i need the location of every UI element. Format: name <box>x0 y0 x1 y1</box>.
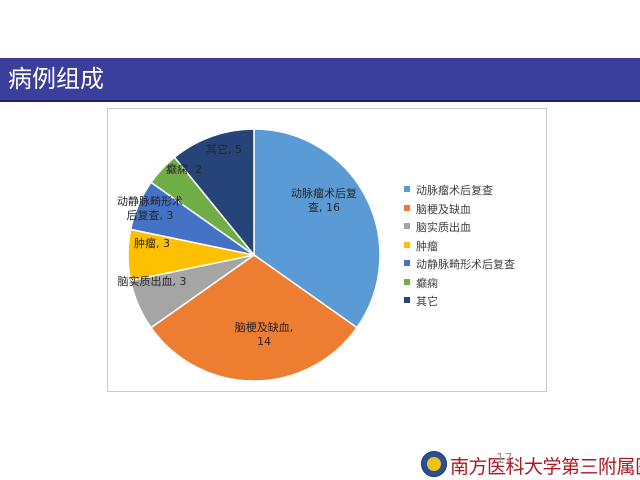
legend-item-tumor: 肿瘤 <box>404 237 544 256</box>
legend-swatch <box>404 260 410 266</box>
hospital-logo: 南方医科大学第三附属医院 <box>418 447 640 479</box>
legend-label: 动静脉畸形术后复查 <box>416 258 515 271</box>
legend-swatch <box>404 297 410 303</box>
data-label-other: 其它, 5 <box>206 142 242 156</box>
pie-slice-infarct-ischemia <box>150 254 358 382</box>
legend-swatch <box>404 278 410 285</box>
legend-swatch <box>404 223 410 229</box>
legend-item-other: 其它 <box>404 292 544 311</box>
chart-frame: 动脉瘤术后复查, 16 脑梗及缺血, 14 脑实质出血, 3 肿瘤, 3 动静脉畸形术后复… <box>107 108 547 392</box>
data-label-tumor: 肿瘤, 3 <box>134 236 170 250</box>
pie-slice-other <box>173 128 255 258</box>
legend-swatch <box>404 186 410 192</box>
legend-label: 脑实质出血 <box>416 221 471 234</box>
legend-item-aneurysm-followup: 动脉瘤术后复查 <box>404 181 544 200</box>
legend-item-infarct-ischemia: 脑梗及缺血 <box>404 200 544 219</box>
page-number: 17 <box>496 452 513 467</box>
legend-label: 肿瘤 <box>416 239 438 253</box>
legend-label: 动脉瘤术后复查 <box>416 184 493 197</box>
legend-label: 其它 <box>416 295 438 308</box>
pie-slice-aneurysm-followup <box>253 128 381 329</box>
seal-icon <box>421 451 447 477</box>
legend-item-parenchymal-hemorrhage: 脑实质出血 <box>404 218 544 237</box>
logo-text: 南方医科大学第三附属医院 <box>450 456 640 478</box>
chart-legend: 动脉瘤术后复查 脑梗及缺血脑实质出血肿瘤动静脉畸形术后复查 癫痫其它 <box>404 181 544 311</box>
title-underline <box>0 100 640 102</box>
legend-label: 癫痫 <box>416 276 438 290</box>
data-label-avm-followup: 动静脉畸形术后复查, 3 <box>117 194 183 222</box>
data-label-infarct-ischemia: 脑梗及缺血, 14 <box>235 320 294 348</box>
pie-chart: 动脉瘤术后复查, 16 脑梗及缺血, 14 脑实质出血, 3 肿瘤, 3 动静脉畸形术后复… <box>117 128 381 382</box>
page-title: 病例组成 <box>8 65 104 93</box>
legend-swatch <box>404 241 410 248</box>
data-label-parenchymal-hemorrhage: 脑实质出血, 3 <box>118 274 187 288</box>
seal-center <box>427 457 441 471</box>
legend-swatch <box>404 204 410 211</box>
legend-label: 脑梗及缺血 <box>416 202 471 216</box>
legend-item-avm-followup: 动静脉畸形术后复查 <box>404 255 544 274</box>
title-bar: 病例组成 <box>0 58 640 100</box>
legend-item-epilepsy: 癫痫 <box>404 274 544 293</box>
data-label-aneurysm-followup: 动脉瘤术后复查, 16 <box>291 186 357 214</box>
data-label-epilepsy: 癫痫, 2 <box>166 162 202 176</box>
